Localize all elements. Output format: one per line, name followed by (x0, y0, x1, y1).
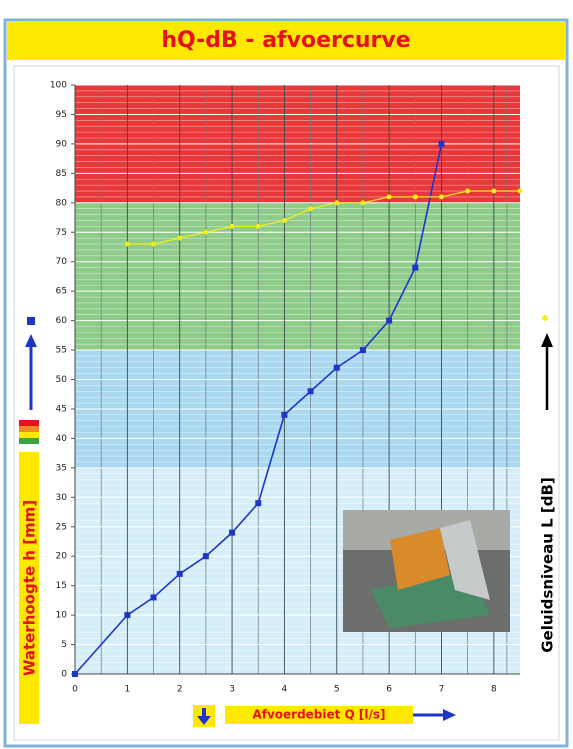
point (177, 235, 183, 241)
y-tick-label: 5 (61, 640, 67, 650)
y-tick-label: 70 (56, 257, 68, 267)
photo-part (440, 520, 490, 600)
series-line (127, 190, 520, 245)
y-tick-label: 85 (56, 169, 67, 179)
y-tick-label: 45 (56, 404, 67, 414)
arrow-head (443, 709, 456, 721)
y-tick-label: 40 (56, 434, 68, 444)
arrow-head (25, 334, 37, 347)
y-tick-label: 25 (56, 522, 67, 532)
point (151, 241, 157, 247)
x-tick-label: 7 (439, 685, 445, 695)
y-tick-label: 55 (56, 346, 67, 356)
point (72, 671, 78, 677)
point (308, 206, 314, 212)
x-tick-label: 0 (72, 685, 78, 695)
y-tick-label: 10 (56, 611, 68, 621)
point (150, 594, 157, 601)
swatch (19, 420, 39, 426)
x-tick-label: 6 (386, 685, 392, 695)
point (124, 241, 130, 247)
chart-title: hQ-dB - afvoercurve (161, 28, 410, 53)
y-tick-label: 90 (56, 139, 68, 149)
y-tick-label: 35 (56, 463, 67, 473)
point (202, 553, 209, 560)
swatch (19, 432, 39, 438)
y-axis-label: Waterhoogte h [mm] (21, 500, 39, 676)
point (229, 529, 236, 536)
legend-marker (542, 315, 548, 321)
point (229, 223, 235, 229)
point (255, 500, 262, 507)
point (465, 188, 471, 194)
y-tick-label: 95 (56, 110, 67, 120)
y-legend (19, 317, 39, 444)
title-band (7, 22, 565, 60)
point (307, 388, 314, 395)
y-tick-label: 15 (56, 581, 67, 591)
point (281, 411, 288, 418)
photo-inset (343, 510, 510, 632)
point (333, 364, 340, 371)
y-tick-label: 0 (61, 670, 67, 680)
x-tick-label: 2 (177, 685, 183, 695)
point (360, 200, 366, 206)
y2-axis-label: Geluidsniveau L [dB] (539, 477, 557, 653)
x-label-box (225, 706, 413, 724)
x-tick-label: 1 (124, 685, 130, 695)
point (517, 188, 523, 194)
point (334, 200, 340, 206)
point (491, 188, 497, 194)
plot-area: 0510152025303540455055606570758085909510… (50, 81, 523, 695)
point (255, 223, 261, 229)
point (438, 194, 444, 200)
arrow-head (541, 333, 553, 347)
y-tick-label: 75 (56, 228, 67, 238)
y-tick-label: 100 (50, 81, 67, 91)
point (438, 140, 445, 147)
swatch (19, 438, 39, 444)
y-label-box (19, 452, 39, 724)
x-tick-label: 4 (282, 685, 288, 695)
point (124, 612, 131, 619)
y-tick-label: 60 (56, 316, 68, 326)
point (359, 347, 366, 354)
y2-legend (541, 315, 553, 410)
point (281, 217, 287, 223)
photo-part (390, 528, 450, 590)
point (412, 264, 419, 271)
x-tick-label: 3 (229, 685, 235, 695)
x-axis-label: Afvoerdebiet Q [l/s] (252, 708, 385, 722)
x-tick-label: 8 (491, 685, 497, 695)
x-tick-label: 5 (334, 685, 340, 695)
y-tick-label: 50 (56, 375, 68, 385)
y-tick-label: 80 (56, 198, 68, 208)
point (203, 229, 209, 235)
y-tick-label: 65 (56, 287, 67, 297)
band (75, 202, 520, 351)
point (412, 194, 418, 200)
point (386, 194, 392, 200)
y-tick-label: 20 (56, 552, 68, 562)
series-line (74, 143, 443, 675)
y-tick-label: 30 (56, 493, 68, 503)
swatch (19, 426, 39, 432)
arrow-head (197, 716, 211, 725)
point (176, 570, 183, 577)
legend-marker (27, 317, 35, 325)
point (386, 317, 393, 324)
